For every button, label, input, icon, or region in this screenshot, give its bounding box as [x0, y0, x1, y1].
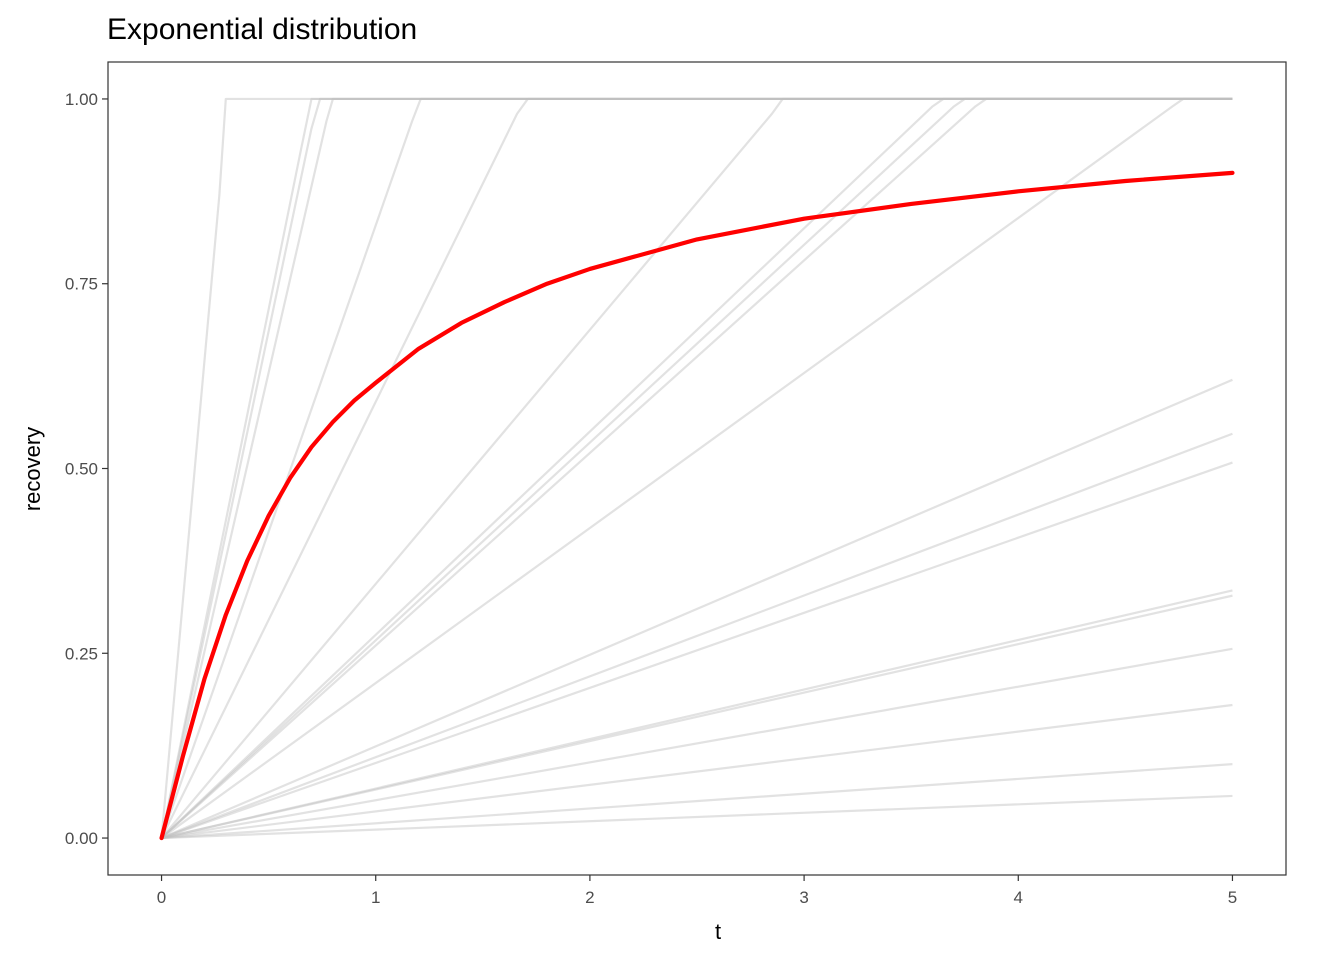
- simulation-line-3: [160, 97, 1233, 839]
- simulation-line-11: [160, 97, 1233, 839]
- x-tick-label: 4: [1014, 888, 1023, 907]
- y-tick-label: 0.50: [65, 460, 98, 479]
- simulation-line-18: [161, 703, 1233, 840]
- y-tick-label: 0.00: [65, 829, 98, 848]
- simulation-line-5: [160, 97, 1233, 839]
- y-axis: 0.00 0.25 0.50 0.75 1.00: [65, 90, 108, 848]
- simulation-line-17: [161, 647, 1233, 840]
- simulation-line-8: [160, 97, 1233, 839]
- simulation-line-6: [160, 97, 1233, 839]
- mean-recovery-curve: [159, 170, 1235, 841]
- y-tick-label: 0.75: [65, 275, 98, 294]
- simulation-line-19: [161, 763, 1233, 840]
- x-tick-label: 1: [371, 888, 380, 907]
- simulation-line-20: [161, 794, 1233, 840]
- simulation-line-16: [161, 594, 1233, 840]
- simulation-line-10: [160, 97, 1233, 839]
- simulation-line-4: [160, 97, 1233, 839]
- simulation-line-9: [160, 97, 1233, 839]
- simulation-line-15: [161, 589, 1233, 840]
- x-axis-title: t: [715, 919, 721, 944]
- simulation-line-2: [160, 97, 1233, 839]
- y-tick-label: 0.25: [65, 644, 98, 663]
- simulation-line-1: [160, 97, 1233, 839]
- y-axis-title: recovery: [20, 427, 45, 511]
- x-tick-label: 0: [157, 888, 166, 907]
- x-axis: 0 1 2 3 4 5: [157, 875, 1237, 907]
- plot-area: [159, 97, 1235, 841]
- chart-title: Exponential distribution: [107, 13, 417, 46]
- y-tick-label: 1.00: [65, 90, 98, 109]
- x-tick-label: 3: [799, 888, 808, 907]
- x-tick-label: 2: [585, 888, 594, 907]
- simulation-line-12: [161, 378, 1233, 840]
- x-tick-label: 5: [1228, 888, 1237, 907]
- simulation-line-13: [161, 432, 1233, 840]
- simulation-line-7: [160, 97, 1233, 839]
- simulation-line-14: [161, 461, 1233, 840]
